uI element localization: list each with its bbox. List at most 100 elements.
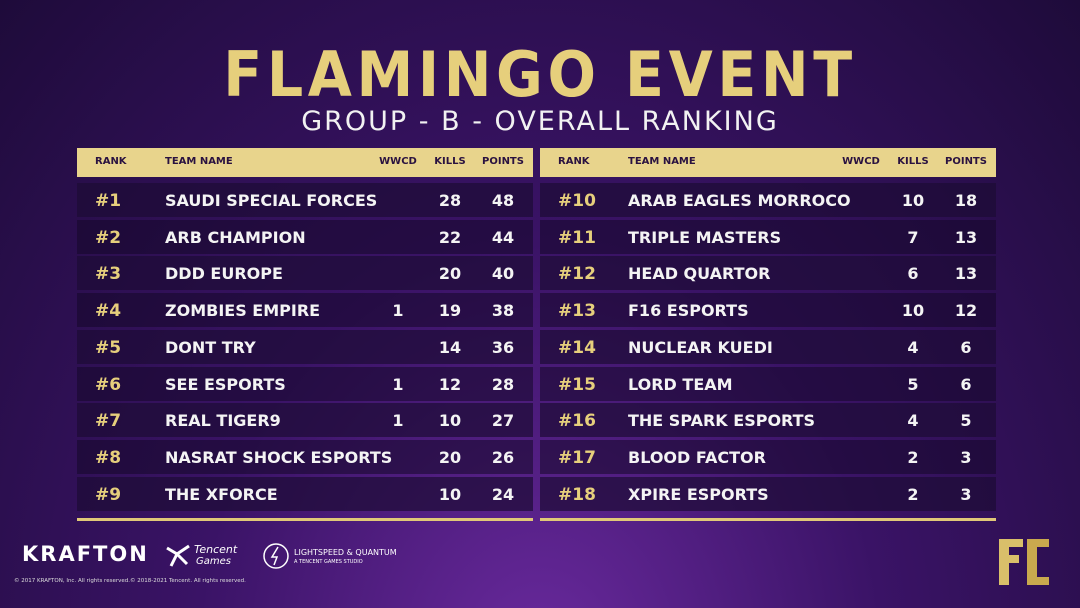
points: 13 [954,227,978,247]
table-row: #14 NUCLEAR KUEDI 4 6 [540,329,996,364]
table-row: #17 BLOOD FACTOR 2 3 [540,439,996,474]
table-row: #9 THE XFORCE 10 24 [77,476,533,511]
team-name: SAUDI SPECIAL FORCES [165,191,378,210]
rank: #4 [95,301,122,322]
rank: #3 [95,264,122,285]
rank: #1 [95,191,122,211]
kills: 12 [438,374,462,394]
kills: 4 [907,411,919,431]
table-row: #5 DONT TRY 14 36 [77,329,533,364]
points: 38 [491,301,515,321]
kills: 19 [438,301,462,321]
points: 12 [954,301,978,321]
points: 24 [491,484,515,504]
lightspeed-text: LIGHTSPEED & QUANTUM [294,548,397,557]
wwcd: 1 [392,374,404,394]
column-header: KILLS [897,156,929,167]
points: 6 [960,374,972,394]
title: FLAMINGO EVENT [223,38,857,111]
kills: 6 [907,264,919,284]
team-name: DONT TRY [165,337,256,357]
kills: 22 [438,227,462,247]
team-name: HEAD QUARTOR [628,264,771,284]
kills: 28 [438,191,462,210]
points: 3 [960,447,972,467]
rank: #17 [558,447,596,468]
kills: 10 [901,301,925,321]
lightspeed-sub: A TENCENT GAMES STUDIO [294,559,363,565]
kills: 4 [907,337,919,357]
team-name: NUCLEAR KUEDI [628,337,773,357]
rank: #11 [558,227,596,248]
points: 26 [491,447,515,467]
rank: #15 [558,374,596,395]
table-row: #15 LORD TEAM 5 6 [540,366,996,401]
wwcd: 1 [392,301,404,321]
kills: 7 [907,227,919,247]
team-name: THE XFORCE [165,484,278,504]
kills: 20 [438,264,462,284]
tencent-sub: Games [196,556,231,567]
table-header: RANK TEAM NAME WWCD KILLS POINTS [77,148,533,177]
column-header: WWCD [379,156,417,167]
rank: #10 [558,191,596,211]
ranking-table: RANK TEAM NAME WWCD KILLS POINTS #10 ARAB EAGL… [540,148,996,521]
points: 48 [491,191,515,210]
team-name: XPIRE ESPORTS [628,484,769,504]
column-header: KILLS [434,156,466,167]
table-row: #3 DDD EUROPE 20 40 [77,256,533,291]
rank: #9 [95,484,122,505]
table-bottom-line [540,518,996,521]
points: 6 [960,337,972,357]
column-header: TEAM NAME [165,156,233,167]
kills: 5 [907,374,919,394]
points: 40 [491,264,515,284]
points: 13 [954,264,978,284]
table-row: #18 XPIRE ESPORTS 2 3 [540,476,996,511]
kills: 14 [438,337,462,357]
table-row: #6 SEE ESPORTS 1 12 28 [77,366,533,401]
lightspeed-icon [263,543,289,569]
copyright-krafton: © 2017 KRAFTON, Inc. All rights reserved… [14,578,130,584]
column-header: RANK [95,156,127,167]
points: 5 [960,411,972,431]
team-name: BLOOD FACTOR [628,447,766,467]
table-bottom-line [77,518,533,521]
copyright-tencent: © 2018-2021 Tencent. All rights reserved… [130,578,246,584]
subtitle: GROUP - B - OVERALL RANKING [301,106,779,137]
rank: #14 [558,337,596,358]
column-header: TEAM NAME [628,156,696,167]
points: 27 [491,411,515,431]
rank: #16 [558,411,596,432]
team-name: TRIPLE MASTERS [628,227,782,247]
kills: 10 [438,411,462,431]
event-logo [999,539,1049,585]
table-row: #11 TRIPLE MASTERS 7 13 [540,219,996,254]
team-name: ARB CHAMPION [165,227,306,247]
rank: #7 [95,411,122,432]
rank: #6 [95,374,122,395]
tencent-icon [166,544,190,567]
column-header: POINTS [482,156,524,167]
team-name: NASRAT SHOCK ESPORTS [165,447,393,467]
tencent-text: Tencent [194,543,238,556]
team-name: LORD TEAM [628,374,733,394]
table-header: RANK TEAM NAME WWCD KILLS POINTS [540,148,996,177]
table-row: #13 F16 ESPORTS 10 12 [540,293,996,328]
points: 36 [491,337,515,357]
kills: 10 [438,484,462,504]
column-header: RANK [558,156,590,167]
table-row: #4 ZOMBIES EMPIRE 1 19 38 [77,293,533,328]
wwcd: 1 [392,411,404,431]
table-row: #2 ARB CHAMPION 22 44 [77,219,533,254]
rank: #13 [558,301,596,322]
table-row: #16 THE SPARK ESPORTS 4 5 [540,403,996,438]
krafton-logo: KRAFTON [22,542,149,566]
rank: #18 [558,484,596,505]
table-row: #7 REAL TIGER9 1 10 27 [77,403,533,438]
ranking-table: RANK TEAM NAME WWCD KILLS POINTS #1 SAUDI SPEC… [77,148,533,521]
points: 44 [491,227,515,247]
column-header: WWCD [842,156,880,167]
kills: 20 [438,447,462,467]
